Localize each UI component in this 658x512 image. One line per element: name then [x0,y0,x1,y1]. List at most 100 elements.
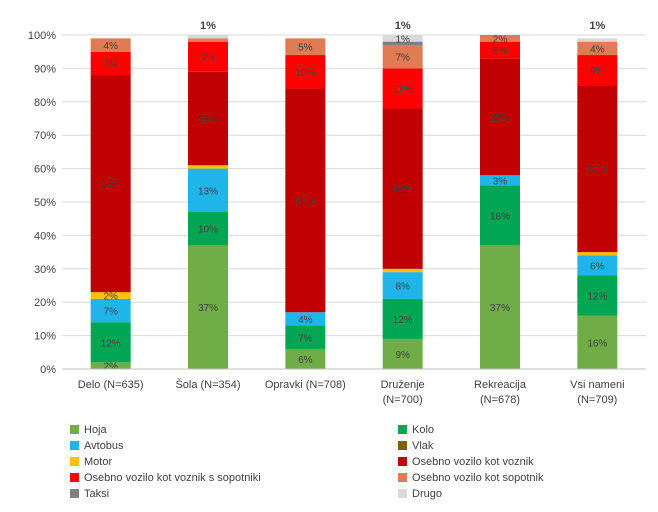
bar-segment [285,325,326,349]
legend-swatch [70,473,79,482]
legend-swatch [70,457,79,466]
legend-label: Osebno vozilo kot voznik [412,456,534,468]
bar-segment [382,45,423,69]
bar-segment [285,312,326,326]
data-label: 3% [493,176,508,187]
legend-swatch [398,441,407,450]
data-label: 2% [103,292,118,303]
bar-segment [188,212,228,246]
bar-segment [382,298,423,339]
data-label: 9% [395,350,410,361]
bar-segment [480,185,520,246]
bar-segment [480,35,520,42]
bar-segment [285,38,326,56]
legend-label: Kolo [412,424,434,436]
data-label: 1% [395,34,410,45]
bar-segment [577,315,618,369]
bar-segment [188,165,228,169]
bar-segment [577,255,618,276]
bar-segment [382,108,423,269]
data-label: 6% [590,261,605,272]
data-label: 8% [395,282,410,293]
data-label: 4% [590,44,605,55]
data-label: 7% [298,333,313,344]
x-tick-label: (N=700) [383,394,423,406]
x-tick-label: Druženje [381,379,425,391]
data-label: 12% [587,292,607,303]
legend-swatch [70,441,79,450]
data-label: 5% [298,43,313,54]
bar-segment [188,35,228,39]
bar-segment [577,85,618,253]
legend-swatch [70,489,79,498]
x-tick-label: Delo (N=635) [78,379,144,391]
data-label: 5% [493,46,508,57]
legend-label: Hoja [84,424,108,436]
data-label: 4% [298,315,313,326]
bar-segment [90,362,131,369]
bar-segment [480,41,520,59]
data-label: 16% [587,338,607,349]
y-tick-label: 20% [34,297,56,309]
data-label: 2% [493,34,508,45]
data-label: 7% [103,59,118,70]
bar-segment [382,338,423,369]
data-label: 10% [295,68,315,79]
bar-segment [382,272,423,299]
data-label: 7% [103,307,118,318]
legend-label: Taksi [84,488,109,500]
bar-segment [90,38,131,52]
data-label: 18% [490,211,510,222]
bar-segment [90,298,131,323]
bar-segment [90,322,131,363]
bar-segment [382,41,423,46]
bar-segment [577,252,618,256]
data-label: 12% [101,338,121,349]
y-tick-label: 50% [34,197,56,209]
y-tick-label: 30% [34,264,56,276]
bar-segment [480,245,520,369]
data-label: 12% [393,315,413,326]
y-tick-label: 60% [34,164,56,176]
bar-segment [382,68,423,109]
data-label: 4% [103,41,118,52]
bar-segment [577,38,618,42]
legend-swatch [398,473,407,482]
legend-label: Motor [84,456,112,468]
bar-segment [188,41,228,72]
legend-label: Vlak [412,440,434,452]
bar-segment [188,38,228,42]
data-label: 65% [101,180,121,191]
y-tick-label: 10% [34,331,56,343]
data-label: 48% [393,185,413,196]
y-tick-label: 100% [28,30,56,42]
data-label: 7% [395,53,410,64]
data-label: 37% [490,303,510,314]
legend-label: Drugo [412,488,442,500]
data-label: 9% [201,53,216,64]
bar-segment [577,41,618,56]
data-label: 6% [298,355,313,366]
data-label: 1% [589,20,605,32]
bar-segment [577,275,618,316]
data-label: 2% [103,362,118,373]
legend-label: Avtobus [84,440,124,452]
data-label: 9% [590,66,605,77]
legend-label: Osebno vozilo kot sopotnik [412,472,544,484]
data-label: 37% [198,303,218,314]
legend-swatch [398,489,407,498]
data-label: 67% [295,196,315,207]
bar-segment [90,292,131,299]
x-tick-label: Rekreacija [474,379,527,391]
bar-segment [382,268,423,273]
y-tick-label: 80% [34,97,56,109]
data-label: 50% [587,165,607,176]
data-label: 35% [490,113,510,124]
y-tick-label: 90% [34,63,56,75]
y-tick-label: 40% [34,230,56,242]
bar-segment [90,51,131,76]
bar-segment [285,55,326,89]
legend-swatch [398,457,407,466]
